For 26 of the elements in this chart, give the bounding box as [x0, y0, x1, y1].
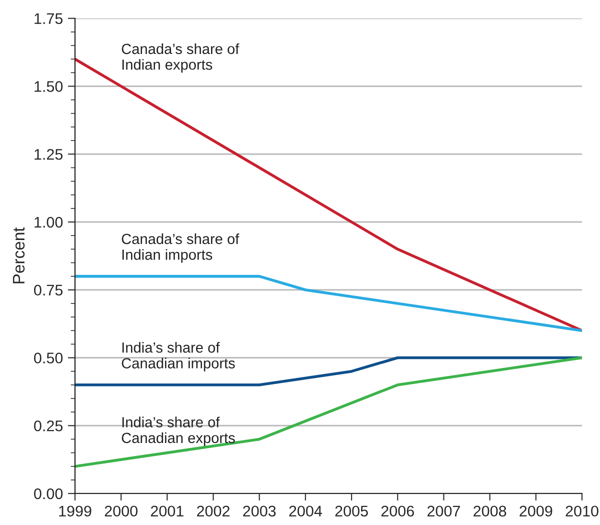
- y-tick-label: 0.00: [34, 488, 63, 500]
- x-tick-label: 2001: [150, 506, 184, 517]
- y-tick-label: 1.25: [34, 148, 63, 160]
- y-axis-title: Percent: [12, 227, 25, 284]
- y-tick-label: 0.75: [34, 284, 63, 296]
- y-tick-label: 1.50: [34, 81, 63, 92]
- x-tick-label: 2002: [197, 506, 230, 517]
- y-tick-label: 1.75: [34, 13, 63, 24]
- x-tick-label: 2009: [520, 506, 552, 517]
- y-tick-label: 1.00: [34, 216, 63, 228]
- x-tick-label: 1999: [59, 506, 92, 517]
- series-label: Canada’s share of Indian imports: [122, 233, 240, 263]
- series-label: Canada’s share of Indian exports: [122, 43, 240, 73]
- series-label: India’s share of Canadian imports: [122, 342, 235, 372]
- x-tick-label: 2005: [335, 506, 368, 517]
- x-tick-label: 2004: [289, 506, 322, 517]
- line-series: [75, 356, 582, 468]
- x-tick-label: 2000: [104, 506, 138, 517]
- x-tick-label: 2008: [474, 506, 506, 517]
- y-tick-label: 0.50: [34, 352, 63, 364]
- x-tick-label: 2007: [428, 506, 460, 517]
- x-tick-label: 2006: [381, 506, 414, 517]
- series-label: India’s share of Canadian exports: [122, 416, 235, 446]
- x-tick-label: 2003: [243, 506, 276, 517]
- x-tick-label: 2010: [566, 506, 598, 517]
- y-tick-label: 0.25: [34, 420, 63, 432]
